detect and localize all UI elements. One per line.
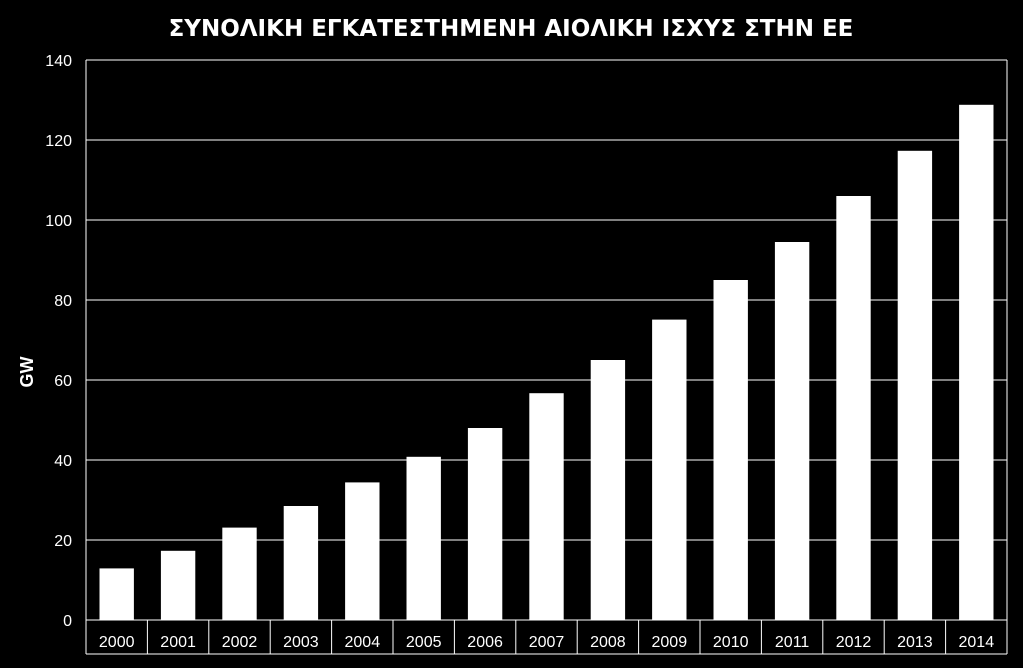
bar-2012 — [836, 196, 871, 620]
bar-2013 — [897, 150, 933, 621]
chart-title: ΣΥΝΟΛΙΚΗ ΕΓΚΑΤΕΣΤΗΜΕΝΗ ΑΙΟΛΙΚΗ ΙΣΧΥΣ ΣΤΗ… — [169, 16, 854, 42]
x-tick-label: 2010 — [713, 634, 749, 651]
x-tick-label: 2013 — [897, 634, 933, 651]
bar-2003 — [283, 506, 319, 620]
x-tick-label: 2014 — [959, 634, 995, 651]
bar-2002 — [222, 527, 257, 620]
y-tick-label: 20 — [54, 533, 72, 550]
x-tick-label: 2007 — [529, 634, 565, 651]
y-tick-label: 60 — [54, 373, 72, 390]
bar-2000 — [99, 568, 134, 620]
bar-2006 — [467, 428, 503, 620]
x-tick-label: 2011 — [775, 634, 810, 651]
bar-2010 — [713, 280, 748, 620]
x-tick-label: 2002 — [222, 634, 258, 651]
y-tick-labels: 0 20 40 60 80 100 120 140 — [45, 53, 72, 630]
y-tick-label: 40 — [54, 453, 72, 470]
y-tick-label: 120 — [45, 133, 72, 150]
x-tick-label: 2012 — [836, 634, 872, 651]
x-tick-label: 2008 — [590, 634, 626, 651]
x-tick-label: 2000 — [99, 634, 135, 651]
plot-frame — [85, 60, 1008, 655]
x-tick-label: 2003 — [283, 634, 319, 651]
x-tick-label: 2001 — [160, 634, 196, 651]
y-tick-label: 0 — [63, 613, 72, 630]
y-tick-label: 80 — [54, 293, 72, 310]
bar-2009 — [652, 319, 687, 620]
bar-2007 — [529, 393, 564, 620]
bar-2001 — [160, 550, 196, 620]
bar-2014 — [959, 104, 994, 621]
x-tick-label: 2006 — [467, 634, 503, 651]
bar-2011 — [774, 242, 810, 620]
y-tick-label: 140 — [45, 53, 72, 70]
bars — [99, 104, 994, 621]
bar-2008 — [590, 360, 626, 620]
bar-2005 — [406, 456, 441, 620]
x-tick-label: 2005 — [406, 634, 442, 651]
y-tick-label: 100 — [45, 213, 72, 230]
x-tick-label: 2009 — [652, 634, 688, 651]
y-axis-label: GW — [17, 356, 37, 387]
bar-2004 — [345, 482, 380, 620]
x-tick-labels: 2000 2001 2002 2003 2004 2005 2006 2007 2008 2009… — [99, 634, 994, 651]
x-tick-label: 2004 — [345, 634, 381, 651]
